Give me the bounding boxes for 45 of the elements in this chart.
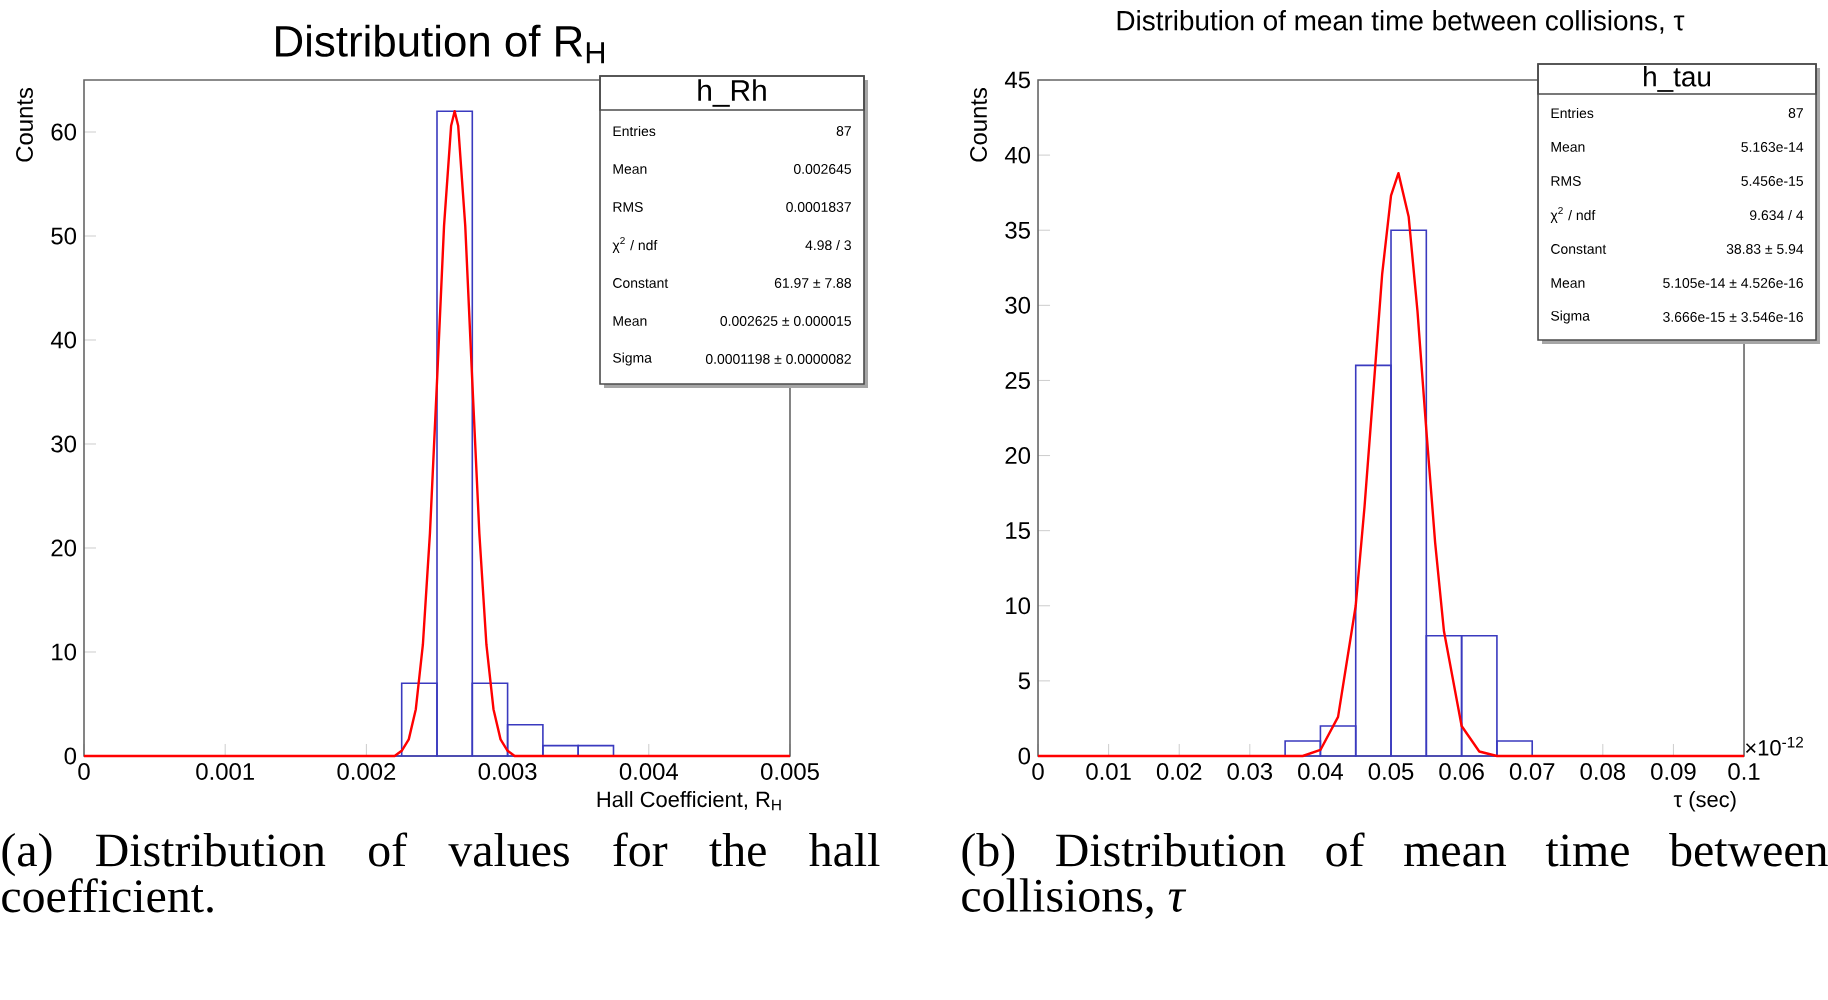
x-tick-label: 0.06 (1439, 763, 1484, 780)
x-axis-title: τ (sec) (1673, 791, 1736, 812)
x-tick-label: 0.1 (1728, 763, 1760, 780)
y-tick-label: 10 (1006, 597, 1031, 615)
x-tick-label: 0.01 (1086, 763, 1131, 780)
y-tick-label: 45 (1004, 71, 1030, 89)
text: (b) Distribution of mean time between collisions, τ (962, 832, 1828, 919)
y-tick-label: 0 (64, 747, 77, 765)
y-tick-label: 60 (51, 123, 77, 141)
y-tick-label: 25 (1005, 371, 1030, 389)
y-tick-label: 50 (51, 227, 77, 245)
y-tick-label: 40 (50, 331, 77, 349)
x-tick-label: 0.002 (337, 763, 396, 780)
y-tick-label: 0 (1018, 747, 1031, 765)
x-tick-label: 0.04 (1298, 763, 1343, 780)
x-tick-label: 0.08 (1580, 763, 1626, 780)
x-tick-label: 0.05 (1368, 763, 1414, 780)
x-tick-label: 0 (1032, 763, 1044, 780)
x-axis-title: Hall Coefficient, R$_{H}$ (597, 791, 781, 811)
y-tick-label: 10 (52, 643, 77, 661)
text: ×10$^{-12}$ (1745, 736, 1803, 756)
y-axis-title: Counts (16, 87, 33, 162)
x-tick-label: 0.03 (1227, 763, 1273, 780)
x-tick-label: 0.003 (478, 763, 537, 780)
chart-title: Distribution of R$_{H}$ (276, 24, 604, 64)
x-tick-label: 0.02 (1156, 763, 1202, 780)
y-tick-label: 5 (1018, 672, 1030, 690)
x-tick-label: 0.005 (761, 763, 819, 780)
y-axis-title: Counts (970, 87, 987, 162)
y-tick-label: 40 (1004, 146, 1031, 164)
x-tick-label: 0.07 (1509, 763, 1555, 780)
x-tick-label: 0 (78, 763, 90, 780)
x-tick-label: 0.09 (1651, 763, 1696, 780)
y-tick-label: 30 (51, 435, 77, 453)
text: (a) Distribution of values for the hall coefficient. (2, 832, 880, 913)
chart-title: Distribution of mean time between collisions, τ (1117, 10, 1685, 34)
x-tick-label: 0.004 (619, 763, 678, 780)
y-tick-label: 15 (1006, 522, 1030, 539)
y-tick-label: 20 (1005, 447, 1031, 464)
y-tick-label: 35 (1005, 221, 1030, 239)
x-tick-label: 0.001 (196, 763, 254, 780)
annotation: h_Rh (698, 79, 766, 107)
y-tick-label: 20 (51, 539, 77, 557)
annotation: h_tau (1644, 66, 1711, 92)
y-tick-label: 30 (1005, 296, 1031, 314)
